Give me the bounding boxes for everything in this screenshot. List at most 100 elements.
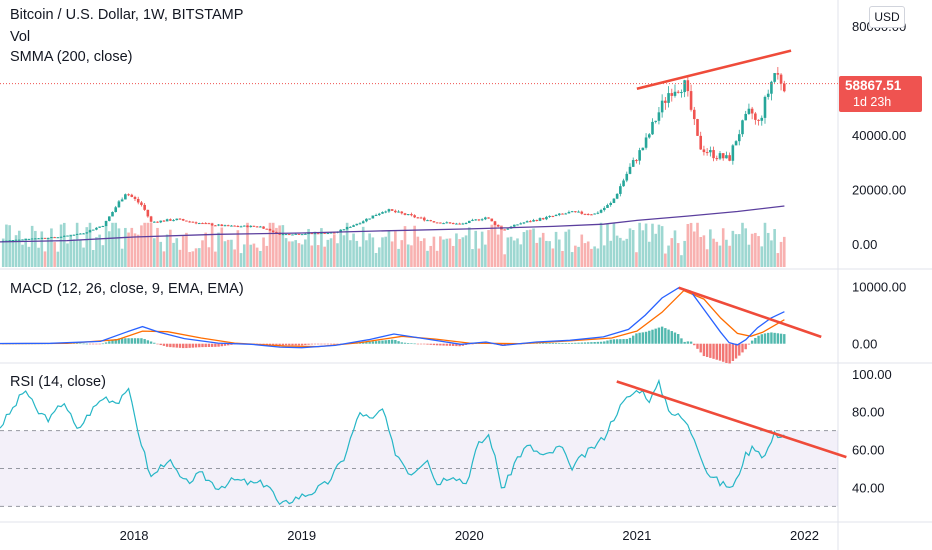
volume-bar	[474, 230, 478, 267]
candle-body	[622, 180, 625, 187]
volume-bar	[593, 246, 596, 267]
macd-histogram-bar	[294, 343, 297, 346]
candle-body	[152, 221, 156, 223]
macd-histogram-bar	[725, 343, 728, 363]
candle-body	[525, 221, 529, 223]
candle-body	[201, 223, 204, 225]
volume-bar	[484, 244, 487, 267]
macd-histogram-bar	[667, 329, 670, 344]
macd-histogram-bar	[551, 342, 555, 344]
volume-bar	[480, 231, 484, 267]
currency-button[interactable]: USD	[869, 6, 905, 28]
rsi-axis-tick: 80.00	[852, 405, 885, 420]
volume-bar	[461, 237, 465, 267]
candle-body	[342, 229, 346, 231]
candle-body	[413, 215, 416, 218]
candle-body	[596, 212, 600, 214]
candle-body	[53, 237, 56, 239]
volume-bar	[419, 240, 423, 267]
candle-body	[773, 73, 776, 82]
volume-bar	[635, 252, 638, 267]
macd-histogram-bar	[284, 343, 288, 346]
macd-histogram-bar	[185, 343, 188, 349]
volume-bar	[349, 240, 352, 267]
candle-body	[426, 220, 429, 222]
time-axis-tick: 2022	[790, 528, 819, 543]
candle-body	[741, 120, 744, 135]
candle-body	[21, 239, 24, 241]
volume-bar	[255, 247, 259, 267]
candle-body	[657, 112, 661, 121]
candle-body	[628, 166, 632, 174]
candle-body	[226, 225, 230, 227]
macd-histogram-bar	[384, 340, 387, 344]
macd-histogram-bar	[117, 338, 121, 344]
volume-bar	[278, 225, 281, 267]
candle-body	[429, 220, 433, 222]
candle-body	[394, 210, 397, 213]
candle-body	[625, 173, 629, 181]
macd-histogram-bar	[165, 343, 169, 347]
candle-body	[590, 214, 593, 216]
volume-bar	[445, 238, 449, 267]
candle-body	[477, 219, 481, 221]
volume-bar	[368, 233, 371, 267]
candle-body	[737, 134, 741, 142]
volume-bar	[259, 250, 262, 267]
volume-bar	[744, 228, 748, 267]
macd-histogram-bar	[577, 342, 580, 344]
candle-body	[377, 213, 381, 216]
macd-histogram-bar	[278, 343, 281, 346]
candle-body	[316, 233, 320, 235]
candle-body	[95, 227, 98, 230]
volume-bar	[175, 238, 179, 267]
candle-body	[101, 226, 105, 228]
volume-bar	[320, 228, 323, 267]
candle-body	[548, 215, 551, 217]
candle-body	[619, 186, 622, 194]
volume-bar	[169, 229, 172, 267]
time-axis-tick: 2019	[287, 528, 316, 543]
volume-bar	[75, 222, 79, 267]
volume-bar	[361, 226, 365, 267]
candle-body	[284, 234, 288, 236]
volume-bar	[435, 250, 439, 267]
candle-body	[615, 193, 619, 199]
macd-histogram-bar	[641, 332, 645, 344]
candle-body	[406, 214, 410, 216]
candle-body	[349, 226, 352, 228]
candle-body	[760, 117, 764, 121]
volume-bar	[377, 247, 381, 267]
candle-body	[27, 238, 31, 240]
macd-histogram-bar	[779, 333, 783, 344]
macd-histogram-bar	[445, 343, 448, 346]
volume-bar	[268, 222, 272, 267]
volume-bar	[606, 224, 609, 267]
macd-histogram-bar	[622, 339, 625, 344]
volume-bar	[191, 251, 195, 267]
macd-histogram-bar	[288, 343, 291, 346]
volume-bar	[596, 248, 600, 267]
volume-bar	[143, 222, 146, 267]
volume-bar	[551, 248, 555, 267]
macd-histogram-bar	[378, 340, 381, 344]
candle-body	[252, 225, 256, 227]
candle-body	[30, 238, 34, 240]
macd-histogram-bar	[390, 339, 394, 344]
last-price-tag: 58867.51 1d 23h	[839, 76, 922, 112]
candle-body	[654, 120, 658, 122]
macd-histogram-bar	[304, 343, 307, 346]
macd-histogram-bar	[82, 343, 85, 345]
candle-body	[326, 233, 330, 235]
candle-body	[339, 229, 343, 232]
candle-body	[107, 216, 111, 221]
volume-bar	[207, 247, 211, 267]
candle-body	[230, 225, 233, 227]
macd-histogram-bar	[660, 326, 664, 344]
volume-bar	[156, 227, 159, 267]
volume-bar	[37, 247, 40, 267]
candle-body	[683, 80, 686, 93]
macd-histogram-bar	[79, 343, 82, 345]
volume-bar	[696, 222, 699, 267]
